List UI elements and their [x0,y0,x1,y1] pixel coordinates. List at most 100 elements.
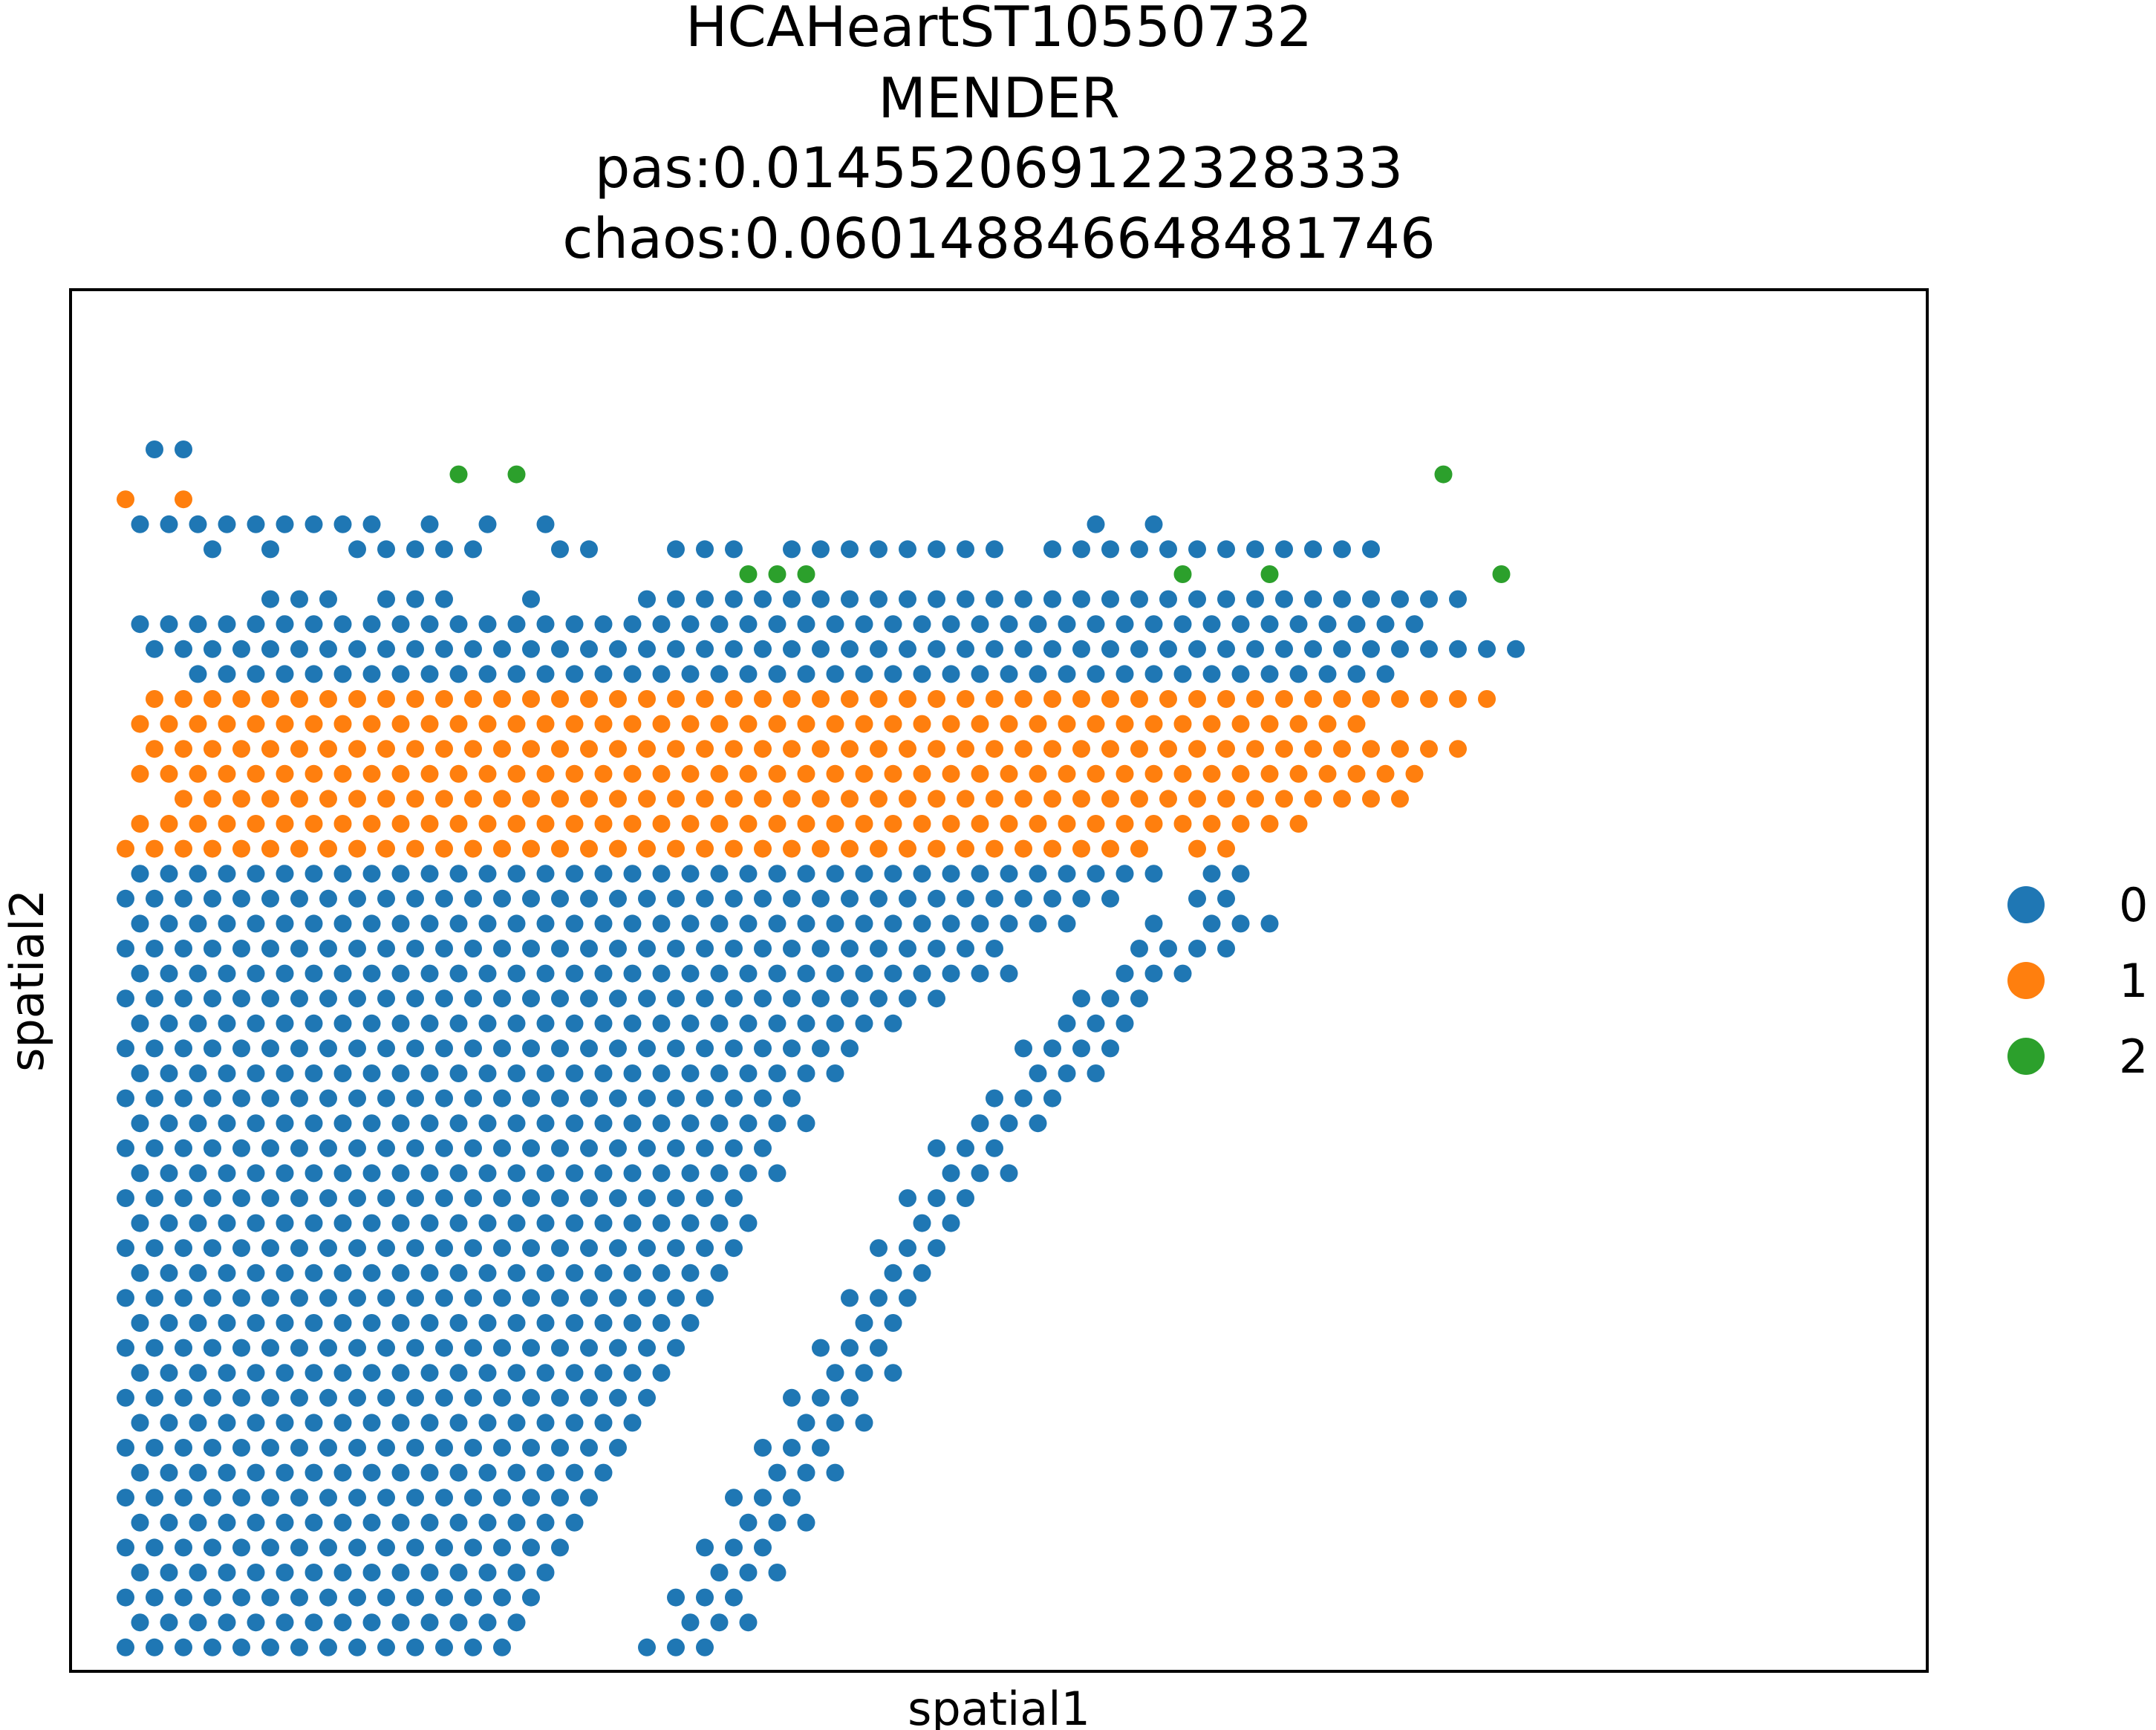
spot-cluster-0 [884,615,902,634]
spot-cluster-0 [826,1414,844,1432]
spot-cluster-1 [783,690,801,708]
spot-cluster-0 [623,1164,642,1183]
spot-cluster-0 [261,1289,279,1307]
spot-cluster-0 [203,889,221,908]
spot-cluster-0 [261,1139,279,1157]
spot-cluster-0 [218,1264,236,1282]
spot-cluster-1 [232,690,250,708]
spot-cluster-1 [304,764,323,783]
spot-cluster-0 [681,1114,700,1133]
spot-cluster-0 [623,914,642,933]
spot-cluster-0 [812,1339,830,1357]
spot-cluster-0 [855,1314,873,1332]
spot-cluster-1 [218,764,236,783]
spot-cluster-0 [406,1189,424,1207]
spot-cluster-0 [247,1513,265,1532]
spot-cluster-0 [1058,665,1076,683]
spot-cluster-0 [580,1489,598,1507]
spot-cluster-0 [739,1613,758,1632]
spot-cluster-0 [333,615,352,634]
spot-cluster-0 [117,1489,134,1507]
spot-cluster-0 [783,1439,801,1457]
spot-cluster-0 [420,1364,439,1382]
spot-cluster-0 [348,1638,366,1656]
spot-cluster-0 [478,1564,497,1581]
spot-cluster-0 [420,615,439,634]
spot-cluster-1 [203,740,221,758]
spot-cluster-0 [522,1139,540,1157]
spot-cluster-0 [276,1064,294,1082]
spot-cluster-1 [449,764,468,783]
spot-cluster-0 [435,540,453,559]
spot-cluster-0 [855,1364,873,1382]
spot-cluster-1 [160,815,178,833]
spot-cluster-0 [319,1039,337,1058]
spot-cluster-0 [812,889,830,908]
spot-cluster-0 [652,1214,671,1232]
spot-cluster-0 [189,1513,207,1532]
spot-cluster-1 [783,740,801,758]
spot-cluster-1 [1116,715,1134,733]
spot-cluster-0 [261,1388,279,1407]
spot-cluster-1 [1217,839,1235,858]
spot-cluster-0 [942,865,960,883]
spot-cluster-0 [218,1164,236,1183]
spot-cluster-0 [522,640,540,658]
spot-cluster-0 [420,1314,439,1332]
spot-cluster-0 [768,1463,786,1482]
spot-cluster-0 [449,615,468,634]
spot-cluster-0 [420,865,439,883]
spot-cluster-0 [333,1513,352,1532]
spot-cluster-0 [1130,989,1148,1008]
spot-cluster-0 [580,1339,598,1357]
spot-cluster-1 [493,790,511,808]
spot-cluster-0 [232,1089,250,1108]
spot-cluster-0 [493,1339,511,1357]
spot-cluster-0 [1116,615,1134,634]
spot-cluster-0 [464,1189,482,1207]
spot-cluster-0 [884,1264,902,1282]
spot-cluster-0 [247,1314,265,1332]
spot-cluster-0 [942,615,960,634]
spot-cluster-0 [117,940,134,957]
spot-cluster-1 [1072,690,1090,708]
spot-cluster-0 [855,964,873,983]
spot-cluster-1 [681,764,700,783]
spot-cluster-0 [464,640,482,658]
spot-cluster-0 [1173,615,1192,634]
spot-cluster-0 [551,540,569,559]
spot-cluster-0 [551,1039,569,1058]
spot-cluster-1 [247,715,265,733]
spot-cluster-0 [551,940,569,957]
spot-cluster-0 [667,1139,685,1157]
spot-cluster-0 [986,1139,1003,1157]
spot-cluster-0 [464,1239,482,1258]
spot-cluster-0 [696,1039,714,1058]
spot-cluster-1 [783,839,801,858]
spot-cluster-1 [377,839,395,858]
spot-cluster-0 [290,1189,308,1207]
spot-cluster-0 [247,1364,265,1382]
spot-cluster-0 [391,1613,410,1632]
spot-cluster-0 [319,1489,337,1507]
spot-cluster-0 [464,989,482,1008]
spot-cluster-0 [971,1114,989,1133]
spot-cluster-0 [406,590,424,608]
spot-cluster-0 [1029,914,1047,933]
spot-cluster-0 [377,940,395,957]
spot-cluster-0 [841,1388,859,1407]
spot-cluster-1 [623,715,642,733]
spot-cluster-0 [131,1264,149,1282]
spot-cluster-0 [304,914,323,933]
spot-cluster-0 [276,1364,294,1382]
spot-cluster-0 [435,1089,453,1108]
spot-cluster-1 [1043,839,1061,858]
spot-cluster-1 [623,815,642,833]
spot-cluster-0 [290,1538,308,1557]
spot-cluster-0 [1202,665,1221,683]
spot-cluster-1 [175,839,192,858]
spot-cluster-1 [609,690,627,708]
spot-cluster-0 [232,1289,250,1307]
spot-cluster-0 [696,1239,714,1258]
spot-cluster-0 [1289,615,1308,634]
